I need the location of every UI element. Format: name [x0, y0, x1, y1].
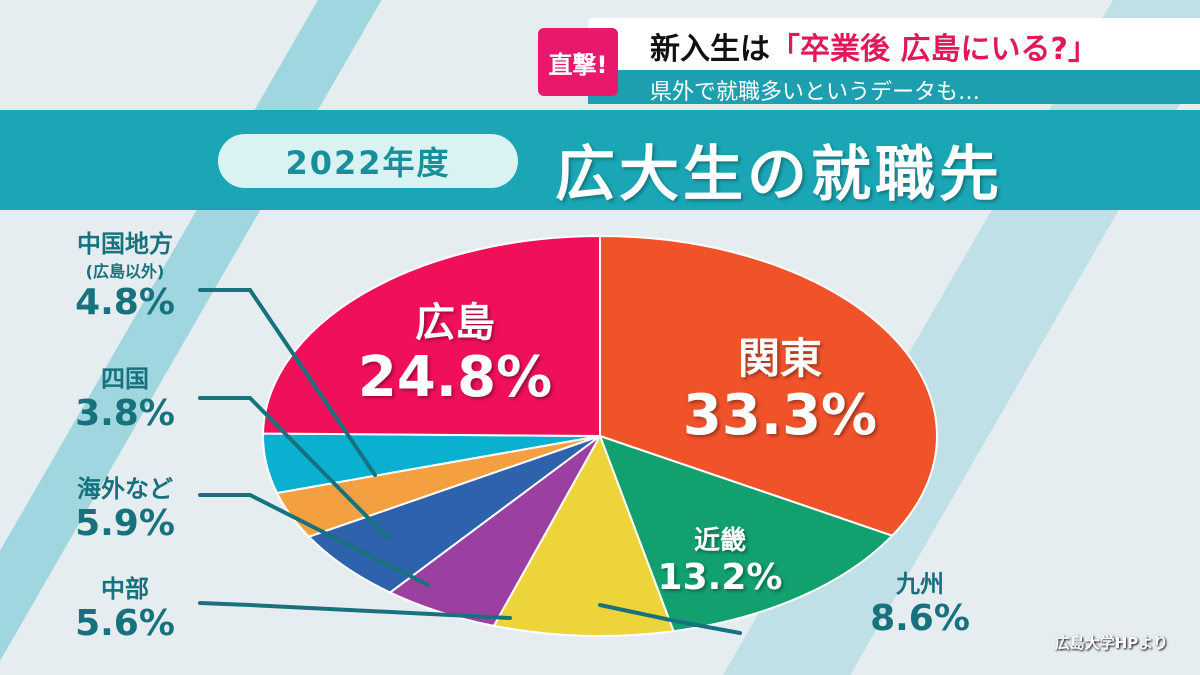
label-chugoku: 中国地方 (広島以外) 4.8% — [75, 230, 175, 323]
leader-line-0 — [198, 288, 377, 477]
pie-slice-7 — [262, 234, 601, 438]
label-kyushu: 九州 8.6% — [870, 570, 970, 639]
year-pill: 2022年度 — [218, 134, 518, 188]
leader-line-3 — [198, 601, 512, 620]
slice-label-hiroshima: 広島 24.8% — [357, 300, 553, 410]
leader-line-4 — [598, 603, 742, 635]
source-note: 広島大学HPより — [1054, 634, 1168, 652]
pie-slice-2 — [492, 433, 675, 637]
label-shikoku: 四国 3.8% — [75, 365, 175, 434]
slice-label-kanto: 関東 33.3% — [682, 334, 878, 448]
leader-line-1 — [198, 396, 390, 540]
title-band — [0, 110, 1200, 210]
subline: 県外で就職多いというデータも… — [650, 80, 981, 105]
slice-label-kinki: 近畿 13.2% — [657, 526, 783, 598]
pie-slice-0 — [599, 234, 938, 537]
breaking-badge: 直撃! — [538, 28, 618, 96]
label-overseas: 海外など 5.9% — [75, 475, 175, 544]
pie-slice-4 — [307, 435, 601, 594]
label-chubu: 中部 5.6% — [75, 575, 175, 644]
chart-title: 広大生の就職先 — [555, 140, 1003, 210]
headline: 新入生は「卒業後 広島にいる?」 — [650, 32, 1098, 67]
leader-line-2 — [198, 493, 430, 587]
news-ticker: 直撃! 新入生は「卒業後 広島にいる?」 県外で就職多いというデータも… — [538, 14, 1200, 108]
